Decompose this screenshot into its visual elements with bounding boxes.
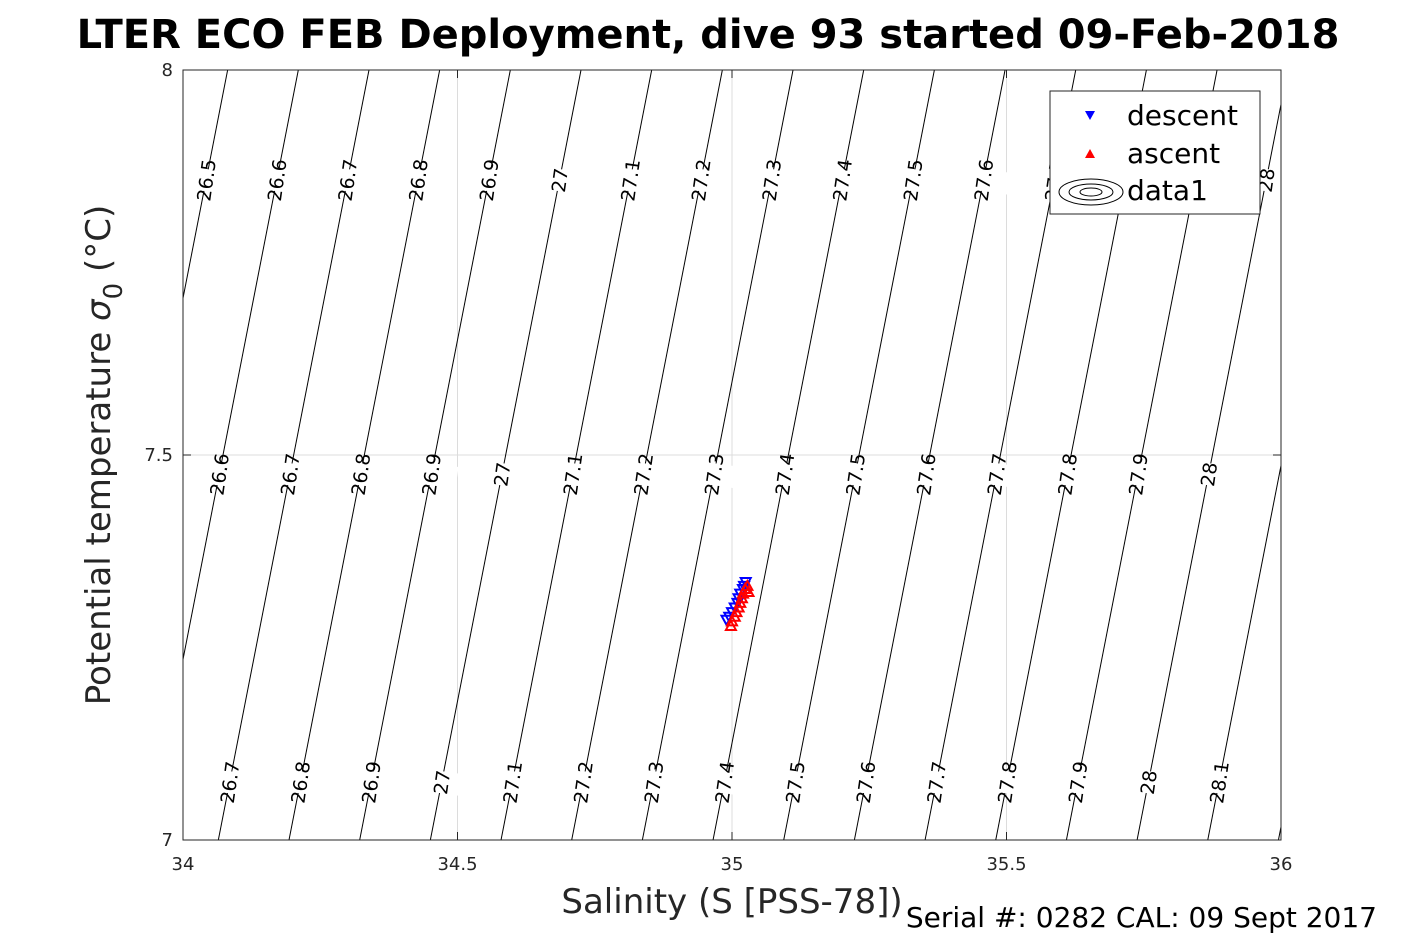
contour-line (500, 70, 653, 840)
contour-label-bg (697, 767, 752, 797)
y-tick-label: 7.5 (144, 445, 173, 466)
chart-title: LTER ECO FEB Deployment, dive 93 started… (77, 12, 1340, 58)
contour-label-bg (814, 165, 870, 195)
legend-descent-label: descent (1127, 99, 1238, 132)
contour-label-bg (626, 767, 681, 797)
contour-line (1136, 101, 1281, 840)
contour-line (1207, 463, 1281, 840)
contour-line (429, 70, 582, 840)
data-markers (719, 577, 756, 631)
x-axis-label: Salinity (S [PSS-78]) (561, 882, 902, 922)
contour-label-bg (249, 165, 305, 195)
y-axis-label: Potential temperature σ0 (°C) (79, 205, 129, 705)
contour-line (217, 70, 370, 840)
contour-label-bg (1191, 767, 1247, 797)
contour-label-bg (744, 165, 799, 195)
serial-cal-footer: Serial #: 0282 CAL: 09 Sept 2017 (906, 901, 1377, 934)
contour-line (183, 70, 299, 662)
contour-label: 28 (1137, 769, 1162, 796)
x-tick-label: 36 (1270, 854, 1293, 875)
y-tick-label: 7 (162, 830, 173, 851)
contour-label-bg (474, 459, 530, 489)
contour-label-bg (485, 767, 540, 797)
contour-label-bg (183, 165, 234, 195)
y-axis-ticks: 77.58 (144, 60, 1281, 851)
contour-label-bg (1050, 767, 1105, 797)
contour-label: 27 (430, 769, 455, 796)
contour-label-bg (1121, 767, 1176, 797)
x-tick-label: 34 (172, 854, 195, 875)
contour-label-bg (1040, 459, 1095, 489)
contour-label: 27 (490, 461, 515, 488)
density-contours (183, 70, 1281, 840)
contour-label-bg (885, 165, 941, 195)
contour-label-bg (532, 165, 587, 195)
contour-line (359, 70, 511, 840)
legend-descent-marker (1085, 111, 1095, 120)
contour-label-bg (273, 767, 328, 797)
x-tick-label: 34.5 (437, 854, 477, 875)
contour-label-bg (320, 165, 375, 195)
contour-line (783, 70, 935, 840)
contour-label-bg (1110, 459, 1166, 489)
contour-label-bg (898, 459, 954, 489)
contour-label-bg (555, 767, 611, 797)
contour-label-bg (673, 165, 729, 195)
contour-label-bg (333, 459, 388, 489)
contour-line (288, 70, 441, 840)
contour-line (853, 70, 1006, 840)
contour-label-bg (686, 459, 742, 489)
legend-contour-icon (1058, 178, 1124, 206)
contour-label: 28 (1197, 461, 1222, 488)
contour-label-bg (343, 767, 399, 797)
legend-ascent-marker (1085, 149, 1095, 158)
contour-label-bg (403, 459, 459, 489)
contour-label-bg (191, 459, 247, 489)
contour-label-bg (838, 767, 893, 797)
contour-line (641, 70, 794, 840)
x-tick-label: 35.5 (986, 854, 1026, 875)
contour-line (712, 70, 865, 840)
legend-ascent-label: ascent (1127, 137, 1220, 170)
contour-label-bg (956, 165, 1011, 195)
contour-label-bg (909, 767, 964, 797)
legend: descent ascent data1 (1049, 90, 1261, 215)
contour-label-bg (828, 459, 883, 489)
contour-label-bg (979, 767, 1035, 797)
contour-label-bg (262, 459, 318, 489)
contour-label-bg (602, 165, 658, 195)
x-axis-ticks: 34 34.5 35 35.5 36 (172, 70, 1293, 875)
contour-label-bg (461, 165, 517, 195)
legend-data1-label: data1 (1127, 174, 1208, 207)
contour-label-bg (615, 459, 671, 489)
contour-label-bg (390, 165, 446, 195)
ascent-marker (741, 585, 756, 598)
x-tick-label: 35 (721, 854, 744, 875)
contour-label-bg (202, 767, 257, 797)
contour-label-bg (767, 767, 823, 797)
contour-line (183, 70, 229, 301)
legend-box (1049, 90, 1261, 215)
contour-label-bg (969, 459, 1024, 489)
contour-label: 27 (548, 167, 573, 194)
contour-label-bg (545, 459, 600, 489)
y-tick-label: 8 (162, 60, 173, 81)
contour-label-bg (414, 767, 469, 797)
contour-line (571, 70, 723, 840)
contour-label-bg (1181, 459, 1236, 489)
contour-label-bg (757, 459, 812, 489)
